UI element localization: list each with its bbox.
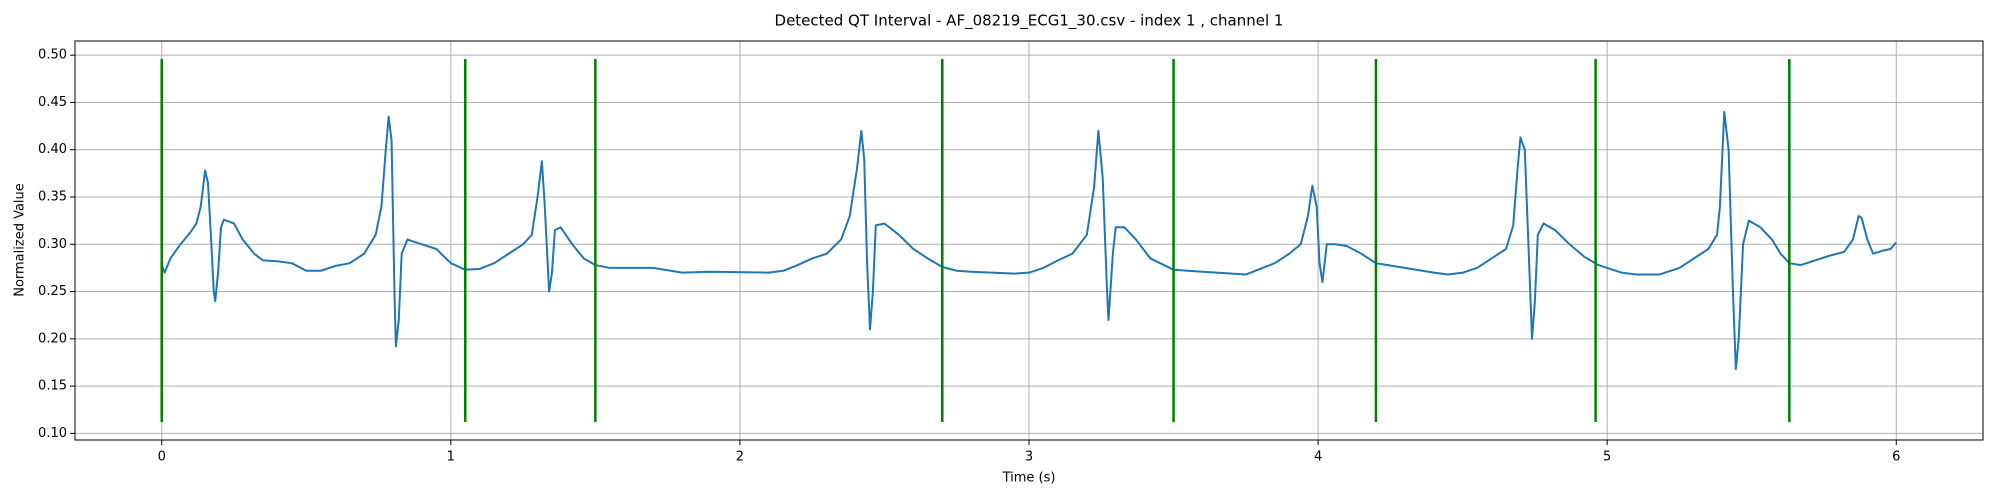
x-tick-label: 0 <box>158 450 166 465</box>
ecg-line <box>160 110 1898 371</box>
chart-title: Detected QT Interval - AF_08219_ECG1_30.… <box>775 12 1284 31</box>
y-tick-label: 0.50 <box>38 48 67 63</box>
y-tick-label: 0.10 <box>38 426 67 441</box>
x-tick-label: 4 <box>1314 450 1322 465</box>
x-axis-label: Time (s) <box>1002 471 1056 486</box>
axes-frame <box>74 40 1984 441</box>
y-tick-label: 0.30 <box>38 237 67 252</box>
y-tick-label: 0.20 <box>38 331 67 346</box>
y-axis-label: Normalized Value <box>13 183 28 297</box>
x-tick-label: 5 <box>1603 450 1611 465</box>
y-tick-label: 0.15 <box>38 379 67 394</box>
y-tick-label: 0.40 <box>38 142 67 157</box>
y-tick-label: 0.45 <box>38 95 67 110</box>
y-tick-label: 0.25 <box>38 284 67 299</box>
x-tick-label: 3 <box>1025 450 1033 465</box>
y-tick-label: 0.35 <box>38 190 67 205</box>
x-tick-label: 6 <box>1892 450 1900 465</box>
x-tick-label: 1 <box>447 450 455 465</box>
x-tick-label: 2 <box>736 450 744 465</box>
